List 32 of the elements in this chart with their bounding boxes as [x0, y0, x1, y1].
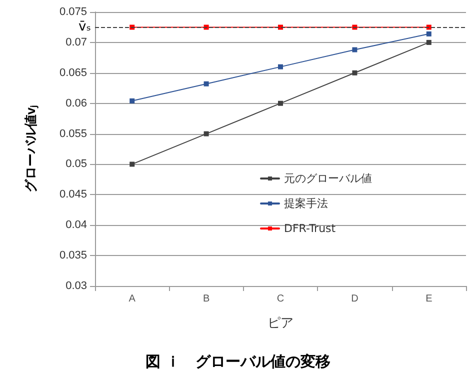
point [204, 131, 209, 136]
y-tick-label: 0.035 [59, 250, 87, 262]
x-tick-label: A [128, 294, 136, 304]
legend-label: 元のグローバル値 [284, 172, 372, 185]
point [352, 70, 358, 76]
y-tick-label: 0.06 [66, 97, 87, 110]
y-axis-title: グローバル値vⱼ [23, 105, 39, 193]
text: 図 ｉ グローバル値の変移 [145, 352, 331, 370]
point [278, 100, 283, 106]
point [352, 47, 358, 52]
x-axis-title: ピア [268, 315, 294, 330]
x-tick-label: D [351, 294, 358, 304]
y-tick-label: 0.045 [59, 188, 87, 201]
y-tick-label: 0.055 [59, 128, 87, 140]
legend-label: DFR-Trust [284, 222, 336, 235]
ref-line-label: v̄ₛ [78, 20, 92, 35]
x-tick-label: E [426, 294, 433, 304]
y-tick-label: 0.07 [66, 36, 87, 48]
y-tick-label: 0.065 [59, 66, 87, 79]
y-tick-label: 0.04 [66, 219, 87, 232]
point [130, 98, 135, 104]
y-tick-label: 0.03 [66, 280, 87, 292]
point [204, 81, 209, 86]
x-tick-label: B [202, 294, 210, 304]
x-tick-label: C [276, 294, 284, 304]
point [278, 64, 283, 70]
legend-label: 提案手法 [284, 197, 328, 210]
point [426, 40, 432, 45]
y-tick-label: 0.075 [59, 6, 87, 18]
point [130, 162, 135, 167]
y-tick-label: 0.05 [66, 158, 87, 170]
point [426, 31, 432, 36]
